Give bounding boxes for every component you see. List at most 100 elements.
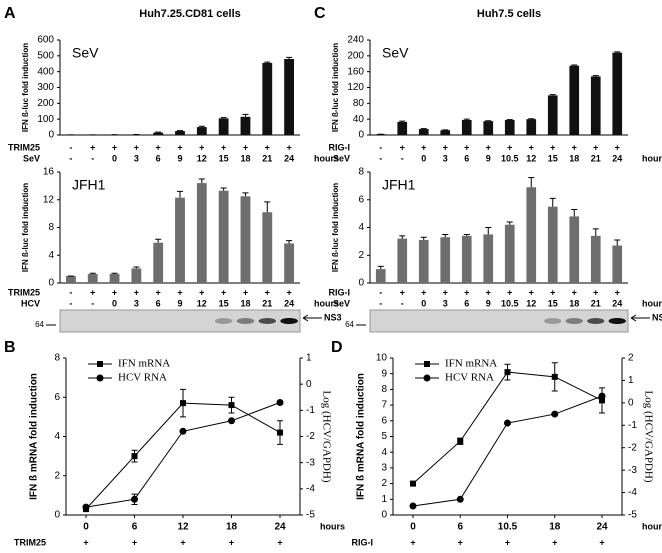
x-tick-label: 18	[569, 298, 579, 308]
x-tick-label: 12	[177, 522, 189, 533]
x-axis-label: hours	[642, 521, 662, 531]
x-tick-label: -	[91, 153, 94, 163]
x-axis-label: hours	[642, 298, 662, 308]
point	[409, 502, 417, 510]
bar	[612, 52, 623, 135]
legend-marker	[96, 374, 104, 382]
y-tick-label: 9	[381, 368, 387, 379]
bar	[284, 243, 294, 283]
y-tick-label: -5	[628, 510, 637, 521]
y-tick-label: 8	[54, 353, 60, 364]
annotation: SeV	[72, 45, 99, 61]
blot-bands	[544, 318, 626, 324]
blot-band-label: NS3	[324, 312, 342, 322]
error-bar	[89, 272, 96, 274]
blot	[59, 309, 301, 333]
x-tick-label: 3	[134, 298, 139, 308]
blot-band	[280, 318, 298, 324]
error-bar	[463, 233, 470, 236]
error-bar	[242, 192, 249, 197]
x-tick-label: 24	[274, 522, 286, 533]
x-tick-label: -	[379, 153, 382, 163]
bar	[284, 59, 294, 135]
treatment-name: RIG-I	[329, 287, 351, 297]
y-tick-label: 8	[381, 384, 387, 395]
x-tick-label: 24	[596, 522, 608, 533]
y-tick-label: 4	[358, 222, 364, 233]
bar	[262, 212, 273, 283]
blot-marker: 64	[35, 320, 44, 329]
y-tick-label: 80	[353, 98, 365, 109]
x-axis-label: hours	[320, 521, 345, 531]
treatment-name: TRIM25	[8, 142, 40, 152]
treatment-value: +	[243, 142, 248, 152]
error-bar	[177, 190, 183, 198]
y-tick-label: 200	[347, 50, 364, 61]
blot-marker: 64	[345, 320, 354, 329]
bar	[547, 95, 558, 135]
bar	[440, 237, 451, 283]
point	[82, 503, 90, 511]
x-tick-label: -	[69, 298, 72, 308]
annotation: JFH1	[72, 177, 106, 193]
category-name: SeV	[23, 153, 40, 163]
x-tick-label: 6	[464, 153, 469, 163]
bar	[87, 273, 98, 283]
x-tick-label: 21	[591, 153, 601, 163]
treatment-value: +	[572, 287, 577, 297]
bar	[504, 119, 515, 135]
x-tick-label: 24	[284, 153, 294, 163]
y-tick-label: 6	[358, 194, 364, 205]
point	[276, 398, 284, 406]
treatment-name: RIG-I	[329, 142, 351, 152]
treatment-value: +	[615, 142, 620, 152]
treatment-value: +	[229, 537, 234, 547]
x-tick-label: 24	[612, 153, 622, 163]
error-bar	[614, 239, 621, 246]
y-tick-label: 100	[37, 114, 54, 125]
bar	[483, 121, 494, 135]
bar	[153, 242, 164, 283]
bar	[440, 130, 451, 135]
treatment-value: -	[69, 142, 72, 152]
legend-label: HCV RNA	[445, 372, 494, 384]
x-tick-label: 9	[177, 298, 182, 308]
treatment-value: +	[505, 537, 510, 547]
error-bar	[155, 238, 162, 243]
treatment-value: +	[400, 287, 405, 297]
x-tick-label: -	[69, 153, 72, 163]
point	[179, 427, 187, 435]
bar	[131, 268, 142, 283]
y-axis-label: IFN ß-luc fold induction	[21, 183, 30, 272]
point	[504, 369, 511, 376]
bar	[547, 206, 558, 283]
treatment-value: +	[199, 142, 204, 152]
point	[457, 438, 464, 445]
panel-label: D	[331, 339, 343, 356]
y-tick-label: 2	[628, 353, 634, 364]
error-bar	[528, 177, 535, 188]
treatment-value: +	[507, 142, 512, 152]
treatment-value: +	[464, 287, 469, 297]
point	[599, 397, 605, 404]
x-tick-label: 10.5	[501, 298, 519, 308]
treatment-value: +	[134, 287, 139, 297]
treatment-value: +	[156, 142, 161, 152]
panel-label: C	[314, 5, 326, 22]
treatment-value: +	[593, 142, 598, 152]
chart-title: Huh7.5 cells	[477, 8, 541, 20]
x-tick-label: 10.5	[498, 522, 518, 533]
x-tick-label: 18	[240, 153, 250, 163]
y-tick-label: 12	[43, 194, 55, 205]
bar	[375, 269, 386, 283]
blot-band	[587, 318, 605, 324]
treatment-name: TRIM25	[14, 537, 46, 547]
x-tick-label: 6	[132, 522, 138, 533]
treatment-value: +	[112, 142, 117, 152]
bar	[175, 197, 185, 283]
chart-title: Huh7.25.CD81 cells	[139, 8, 241, 20]
bar	[612, 245, 623, 283]
y-tick-label: 2	[358, 250, 364, 261]
error-bar	[549, 94, 556, 96]
